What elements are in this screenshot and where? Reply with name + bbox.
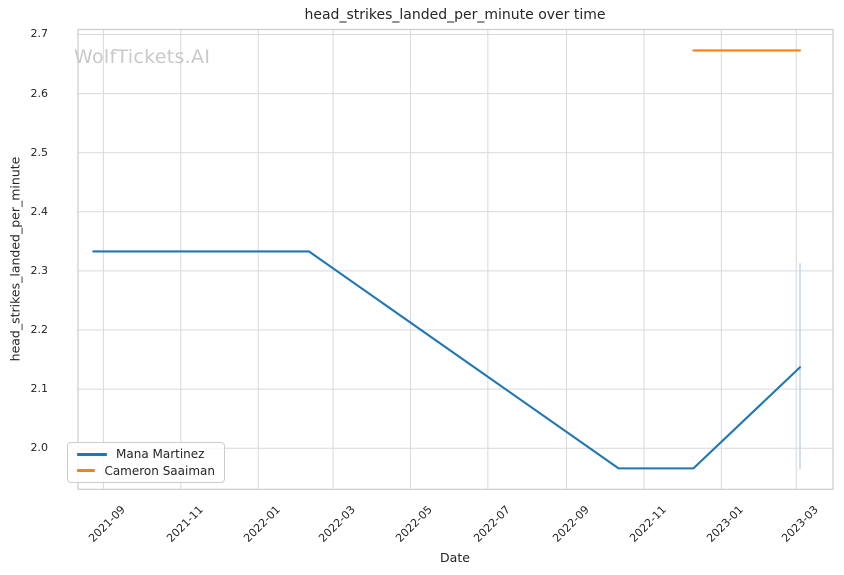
y-tick-label: 2.1 <box>30 382 49 396</box>
chart-title: head_strikes_landed_per_minute over time <box>304 7 606 23</box>
legend-item-cameron-saaiman: Cameron Saaiman <box>77 464 215 478</box>
y-tick-label: 2.5 <box>30 145 49 159</box>
x-axis-label: Date <box>440 550 470 565</box>
series-line-mana-martinez <box>92 250 802 470</box>
legend-label: Mana Martinez <box>116 447 205 462</box>
y-tick-label: 2.6 <box>30 86 49 100</box>
y-tick-label: 2.4 <box>30 204 49 218</box>
y-tick-label: 2.2 <box>30 323 49 337</box>
legend-item-mana-martinez: Mana Martinez <box>77 447 215 461</box>
y-tick-label: 2.0 <box>30 441 49 455</box>
y-tick-label: 2.7 <box>30 27 49 41</box>
legend-line-swatch <box>77 453 107 456</box>
y-tick-label: 2.3 <box>30 263 49 277</box>
plot-border <box>77 28 834 490</box>
legend: Mana Martinez Cameron Saaiman <box>67 442 225 483</box>
legend-line-swatch <box>77 469 96 472</box>
legend-label: Cameron Saaiman <box>104 463 215 478</box>
watermark-text: WolfTickets.AI <box>74 46 211 68</box>
